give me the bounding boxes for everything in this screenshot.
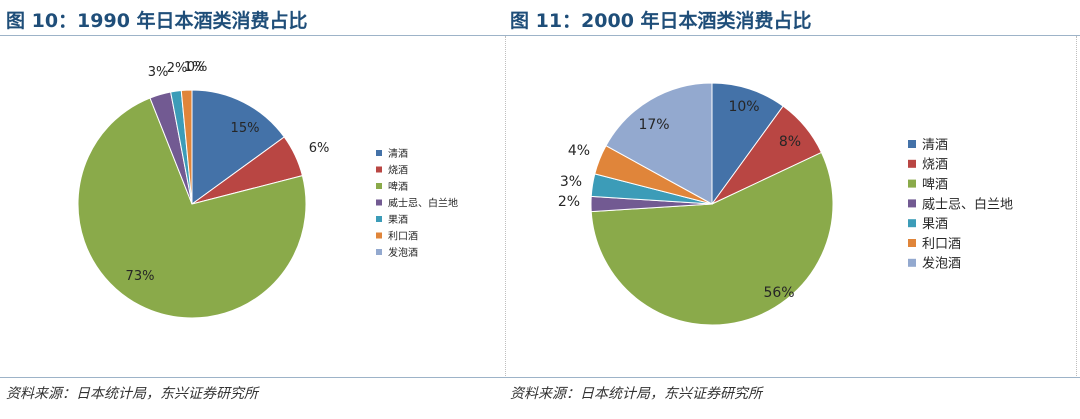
legend-label: 清酒 xyxy=(388,147,408,160)
legend-label: 清酒 xyxy=(922,138,948,153)
legend-label: 果酒 xyxy=(922,217,948,232)
data-label: 73% xyxy=(126,269,155,284)
legend-label: 啤酒 xyxy=(388,181,408,193)
data-label: 2% xyxy=(558,194,580,210)
plot-area: 15% 6% 73% 3% 2% 1% 0% 清酒烧酒啤酒威士忌、白兰地 果酒利口酒发泡酒 xyxy=(0,38,530,376)
legend-label: 威士忌、白兰地 xyxy=(388,196,458,209)
legend-swatch xyxy=(376,216,382,222)
data-label: 8% xyxy=(779,134,801,150)
source-note: 资料来源：日本统计局，东兴证券研究所 xyxy=(510,386,762,402)
title-rule xyxy=(504,35,1080,36)
legend-swatch xyxy=(376,199,382,206)
legend-label: 烧酒 xyxy=(388,163,408,176)
pie-slice xyxy=(180,89,193,205)
legend-swatch xyxy=(908,258,916,267)
data-label: 3% xyxy=(560,174,582,190)
pie-slice xyxy=(590,151,834,326)
chart-panel-1990: 图 10：1990 年日本酒类消费占比 15% 6% 73% 3% 2% 1% 0% 清酒烧酒… xyxy=(0,0,530,419)
figure-title: 图 11：2000 年日本酒类消费占比 xyxy=(510,10,812,32)
legend-swatch xyxy=(376,150,382,156)
legend-label: 烧酒 xyxy=(922,158,948,173)
data-label: 10% xyxy=(728,99,759,115)
legend-label: 啤酒 xyxy=(922,178,948,193)
frame-edge xyxy=(1076,36,1077,376)
data-label: 56% xyxy=(763,285,794,301)
legend-label: 利口酒 xyxy=(922,237,961,252)
pie-slice xyxy=(605,82,713,205)
pie-slice xyxy=(711,82,784,206)
legend-swatch xyxy=(908,199,916,208)
source-rule xyxy=(504,377,1080,378)
source-rule xyxy=(0,377,530,378)
legend-swatch xyxy=(908,140,916,148)
data-label: 17% xyxy=(638,117,669,133)
legend-swatch xyxy=(908,219,916,228)
data-label: 0% xyxy=(187,60,208,75)
legend-swatch xyxy=(376,249,382,255)
data-label: 4% xyxy=(568,143,590,159)
pie-slice xyxy=(77,97,307,319)
legend-label: 果酒 xyxy=(388,214,408,226)
legend-label: 发泡酒 xyxy=(922,256,961,272)
panel-divider xyxy=(505,36,506,376)
source-note: 资料来源：日本统计局，东兴证券研究所 xyxy=(6,386,258,402)
data-label: 1% xyxy=(184,60,205,75)
chart-panel-2000: 图 11：2000 年日本酒类消费占比 10% 8% 56% 2% 3% 4% 17% 清酒烧… xyxy=(504,0,1080,419)
legend-swatch xyxy=(376,183,382,189)
legend-label: 利口酒 xyxy=(388,230,418,242)
data-label: 2% xyxy=(167,61,188,76)
title-rule xyxy=(0,35,530,36)
figure-title: 图 10：1990 年日本酒类消费占比 xyxy=(6,10,308,32)
legend-label: 发泡酒 xyxy=(388,246,418,259)
pie-slice xyxy=(191,89,285,205)
legend-swatch xyxy=(908,159,916,168)
data-label: 3% xyxy=(148,65,169,80)
data-label: 6% xyxy=(309,141,330,156)
legend-label: 威士忌、白兰地 xyxy=(922,196,1013,212)
legend-swatch xyxy=(376,166,382,173)
legend-swatch xyxy=(908,239,916,247)
plot-area: 10% 8% 56% 2% 3% 4% 17% 清酒烧酒啤酒威士忌、白兰地 果酒利口酒发泡酒 xyxy=(504,38,1080,376)
legend-swatch xyxy=(908,179,916,188)
legend-swatch xyxy=(376,232,382,239)
data-label: 15% xyxy=(231,121,260,136)
